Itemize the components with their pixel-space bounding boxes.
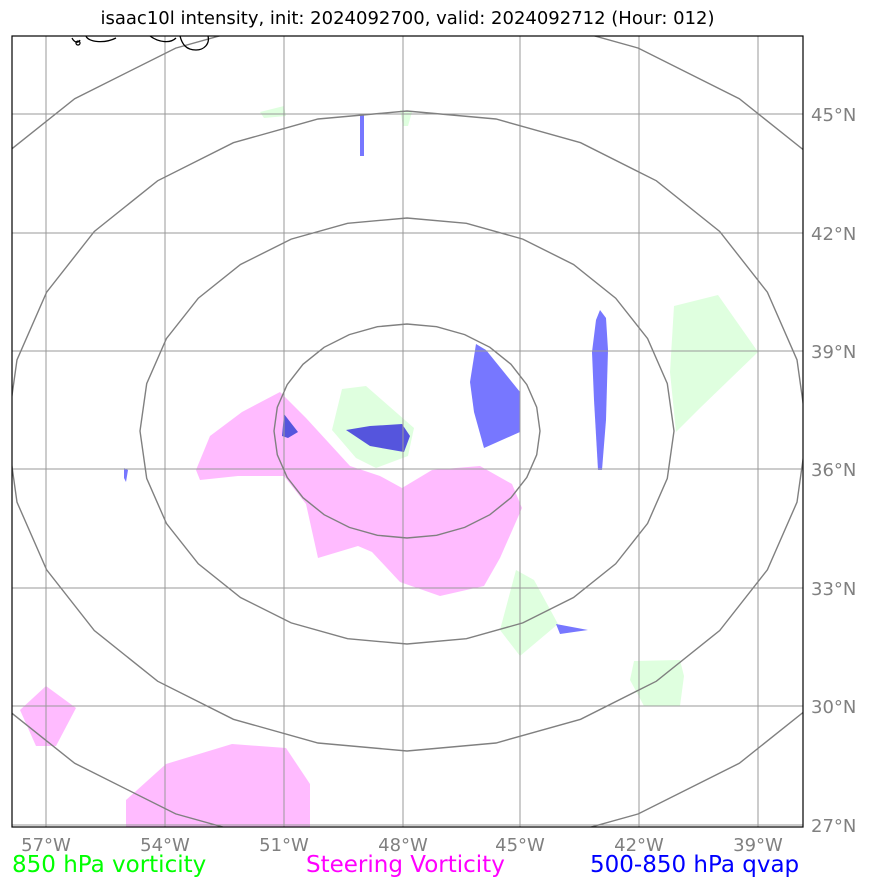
steering-vorticity-contour: [20, 686, 76, 746]
longitude-tick-label: 48°W: [378, 835, 428, 856]
longitude-tick-label: 45°W: [495, 835, 545, 856]
vorticity-850-contour: [500, 570, 558, 656]
coastline: [71, 36, 210, 51]
map-title: isaac10l intensity, init: 2024092700, va…: [100, 8, 715, 29]
longitude-tick-label: 54°W: [140, 835, 190, 856]
steering-vorticity-contour: [196, 392, 522, 596]
qvap-fields: [124, 114, 608, 634]
range-rings: [12, 36, 803, 827]
legend-steering-vorticity: Steering Vorticity: [306, 852, 505, 878]
vorticity-850-contour: [630, 660, 684, 706]
latitude-tick-label: 39°N: [811, 342, 856, 363]
vorticity-850-contour: [400, 110, 412, 126]
longitude-tick-label: 51°W: [259, 835, 309, 856]
longitude-tick-label: 39°W: [733, 835, 783, 856]
longitude-labels: 57°W 54°W 51°W 48°W 45°W 42°W 39°W: [21, 835, 783, 856]
range-ring: [273, 323, 541, 539]
latitude-tick-label: 36°N: [811, 460, 856, 481]
qvap-contour: [556, 624, 588, 634]
range-ring: [12, 36, 803, 827]
latitude-labels: 45°N 42°N 39°N 36°N 33°N 30°N 27°N: [811, 105, 856, 837]
latitude-tick-label: 45°N: [811, 105, 856, 126]
qvap-contour: [360, 114, 364, 156]
legend-850-vorticity: 850 hPa vorticity: [12, 852, 207, 878]
qvap-contour: [592, 310, 608, 470]
graticule: [12, 36, 803, 827]
range-ring: [139, 217, 675, 645]
legend-qvap: 500-850 hPa qvap: [590, 852, 800, 878]
longitude-tick-label: 42°W: [614, 835, 664, 856]
latitude-tick-label: 30°N: [811, 697, 856, 718]
range-ring: [12, 110, 803, 752]
vorticity-850-contour: [260, 106, 286, 118]
steering-vorticity-fields: [20, 392, 522, 827]
plot-frame: [11, 35, 804, 828]
latitude-tick-label: 27°N: [811, 816, 856, 837]
qvap-contour: [282, 414, 298, 438]
longitude-tick-label: 57°W: [21, 835, 71, 856]
steering-vorticity-contour: [126, 744, 310, 827]
qvap-contour: [346, 424, 410, 452]
qvap-contour: [124, 468, 128, 482]
latitude-tick-label: 33°N: [811, 579, 856, 600]
vorticity-850-contour: [670, 295, 758, 432]
latitude-tick-label: 42°N: [811, 224, 856, 245]
qvap-contour: [470, 344, 520, 448]
